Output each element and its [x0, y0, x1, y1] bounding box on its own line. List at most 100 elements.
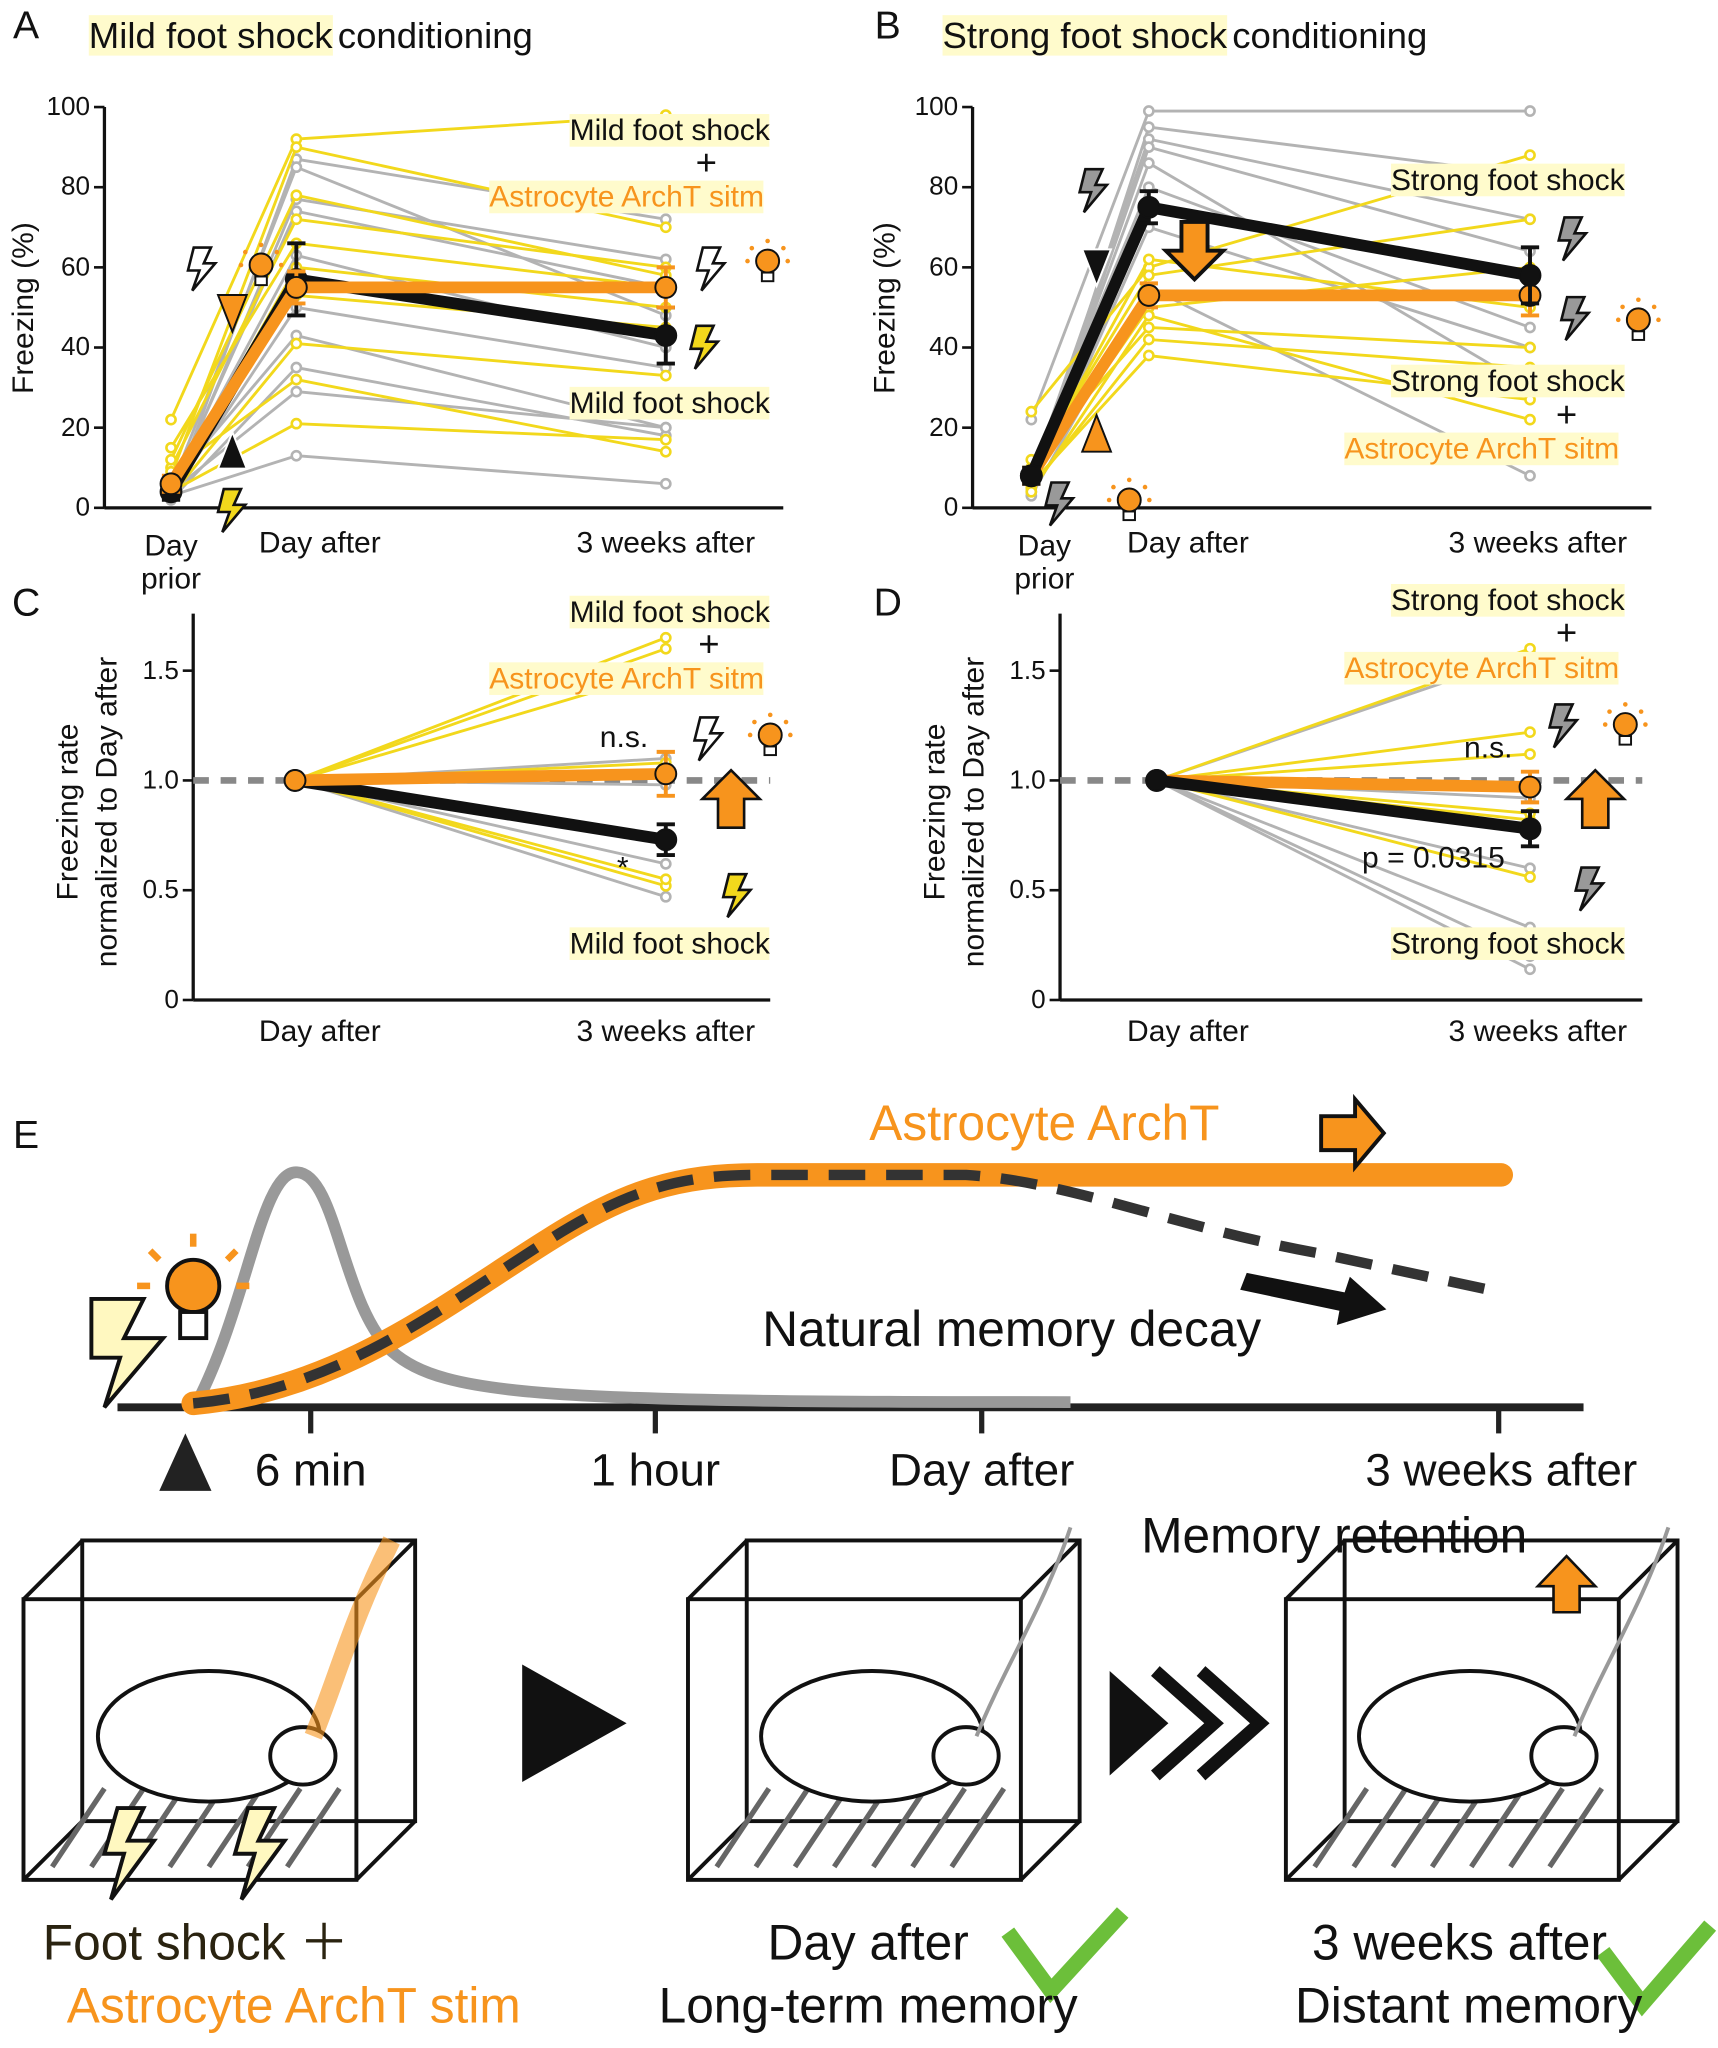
orange-arrow [1161, 219, 1228, 283]
title-highlight: Strong foot shock [942, 15, 1228, 56]
mean-point [1137, 283, 1161, 307]
annotation: + [698, 623, 720, 664]
y-axis-label: normalized to Day after [89, 656, 124, 968]
x-tick-label: 3 weeks after [576, 1013, 756, 1048]
bulb-ray [1636, 297, 1641, 303]
subject-point [290, 141, 303, 154]
panel-letter: E [13, 1114, 40, 1158]
bulb-icon [1612, 712, 1638, 738]
subject-point [1142, 141, 1155, 154]
x-tick-label: 3 weeks after [576, 525, 756, 560]
stage-label: Distant memory [1294, 1979, 1643, 2035]
mean-line [1156, 774, 1531, 793]
subject-point [1524, 469, 1536, 482]
bulb-ray [749, 245, 755, 251]
bulb-icon [755, 248, 781, 274]
subject-point [290, 361, 303, 374]
bulb-icon [757, 722, 783, 748]
bulb-ray [1111, 484, 1116, 490]
mean-point [1518, 263, 1542, 287]
y-tick-label: 80 [61, 172, 91, 202]
mean-point [283, 769, 307, 792]
bulb-base [760, 271, 775, 283]
subject-point [1524, 748, 1536, 760]
mean-line [294, 774, 667, 846]
bulb-icon [248, 252, 274, 278]
bulb-icon [1625, 307, 1651, 333]
y-tick-label: 40 [929, 333, 959, 362]
bulb-ray [258, 242, 264, 248]
stage-label: Astrocyte ArchT stim [66, 1979, 521, 2035]
subject-point [290, 373, 303, 386]
subject-point [1524, 871, 1536, 883]
subject-point [1142, 253, 1155, 266]
y-tick-label: 0 [75, 493, 91, 523]
bulb-ray [1147, 497, 1152, 503]
y-tick-label: 1.5 [142, 656, 179, 686]
annotation: Astrocyte ArchT sitm [489, 661, 765, 696]
subject-line [294, 636, 667, 782]
bulb-ray [781, 245, 786, 251]
mean-point [654, 275, 678, 299]
subject-point [1524, 105, 1536, 117]
subject-point [165, 453, 177, 466]
bulb-base [763, 745, 777, 757]
y-tick-label: 0.5 [1009, 875, 1046, 905]
bulb-ray [1643, 722, 1648, 727]
title-text: conditioning [1232, 15, 1428, 56]
annotation: Mild foot shock [569, 112, 770, 148]
timeline-label: 6 min [254, 1444, 367, 1496]
bulb-ray [747, 732, 753, 738]
x-tick-label: Day after [1127, 525, 1249, 560]
subject-point [659, 642, 672, 655]
subject-point [165, 413, 177, 426]
timeline-label: Day after [889, 1444, 1075, 1496]
retention-label: Memory retention [1141, 1509, 1528, 1565]
annotation: + [1555, 393, 1578, 435]
y-axis-label: normalized to Day after [956, 656, 991, 968]
lightning-icon [1574, 866, 1606, 912]
y-tick-label: 20 [61, 413, 91, 443]
chart-title: Strong foot shock conditioning [942, 15, 1428, 56]
annotation: Strong foot shock [1390, 926, 1625, 961]
bulb-ray [767, 712, 773, 718]
subject-point [1142, 105, 1155, 117]
y-axis-label: Freezing rate [50, 723, 85, 901]
bulb-ray [278, 262, 284, 268]
annotation: n.s. [1464, 730, 1513, 765]
y-tick-label: 0 [164, 985, 179, 1015]
y-tick-label: 0 [943, 493, 959, 523]
subject-line [170, 454, 666, 498]
marker-triangle [1080, 248, 1113, 289]
orange-arrow [1563, 768, 1628, 829]
bulb-icon [1116, 487, 1142, 513]
subject-point [1142, 157, 1155, 170]
x-tick-label: Day after [258, 1013, 381, 1048]
y-axis-label: Freezing (%) [867, 222, 902, 395]
annotation: Astrocyte ArchT sitm [1344, 431, 1620, 466]
subject-point [659, 631, 672, 644]
bulb-ray [1615, 317, 1621, 323]
annotation: Mild foot shock [569, 594, 770, 629]
x-tick-label: Day prior [140, 528, 202, 596]
subject-point [1524, 149, 1536, 162]
subject-point [1025, 485, 1038, 498]
subject-point [1524, 213, 1536, 226]
subject-point [1142, 121, 1155, 133]
bulb-ray [1656, 317, 1661, 323]
stage-label: Day after [767, 1916, 969, 1972]
annotation: + [695, 141, 717, 183]
annotation: Strong foot shock [1390, 162, 1625, 197]
subject-point [1524, 321, 1536, 334]
mean-point [1518, 817, 1542, 841]
bulb-ray [243, 249, 248, 255]
subject-point [290, 337, 303, 350]
subject-point [1524, 963, 1536, 976]
subject-point [1524, 413, 1536, 426]
marker-triangle [216, 294, 249, 335]
annotation: Astrocyte ArchT sitm [1344, 650, 1620, 685]
mean-point [1137, 195, 1161, 219]
y-tick-label: 60 [929, 252, 959, 282]
bulb-ray [1106, 497, 1112, 503]
